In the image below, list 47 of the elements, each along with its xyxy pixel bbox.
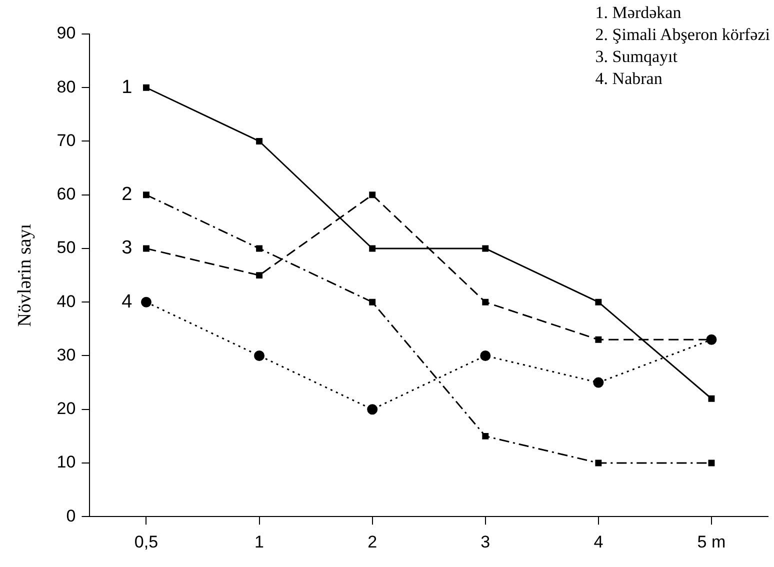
x-tick-label: 5 m	[697, 532, 726, 552]
x-tick-label: 2	[368, 532, 378, 552]
point	[482, 245, 489, 252]
annotation: 3. Sumqayıt	[595, 46, 678, 68]
x-tick-label: 4	[594, 532, 604, 552]
x-tick-label: 0,5	[134, 532, 158, 552]
annotation: 3	[122, 238, 132, 259]
y-tick-label: 20	[56, 399, 76, 418]
annotation: 1	[122, 76, 132, 98]
y-tick-label: 80	[56, 77, 76, 96]
point	[369, 298, 376, 306]
point	[256, 138, 263, 144]
y-tick-label: 70	[56, 130, 76, 150]
y-tick-label: 50	[56, 238, 76, 258]
point	[143, 84, 150, 91]
annotation: 4	[122, 291, 133, 312]
point	[254, 350, 265, 361]
point	[256, 245, 263, 252]
y-axis-title: Növlərin sayı	[14, 224, 36, 327]
point	[367, 404, 378, 415]
y-tick-label: 30	[56, 345, 76, 364]
point	[593, 377, 604, 388]
annotation: 2. Şimali Abşeron körfəzi	[595, 24, 770, 46]
point	[708, 395, 715, 402]
y-tick-label: 90	[56, 24, 76, 43]
point	[256, 272, 263, 279]
x-tick-label: 1	[254, 532, 264, 552]
y-tick-label: 10	[56, 452, 76, 472]
annotation: 2	[122, 184, 132, 206]
point	[480, 350, 491, 361]
point	[595, 336, 602, 343]
text: 1. Mərdəkan	[595, 2, 682, 24]
point	[595, 298, 602, 306]
y-tick-label: 60	[56, 184, 76, 204]
point	[143, 245, 150, 252]
point	[140, 296, 152, 308]
y-tick-label: 0	[66, 506, 76, 526]
annotation: 4. Nabran	[595, 68, 664, 90]
point	[369, 192, 376, 198]
point	[595, 460, 602, 466]
point	[482, 432, 489, 440]
point	[708, 460, 715, 466]
x-tick-label: 3	[480, 532, 490, 552]
point	[482, 298, 489, 306]
point	[143, 192, 150, 198]
y-tick-label: 40	[56, 292, 76, 311]
point	[369, 245, 376, 252]
